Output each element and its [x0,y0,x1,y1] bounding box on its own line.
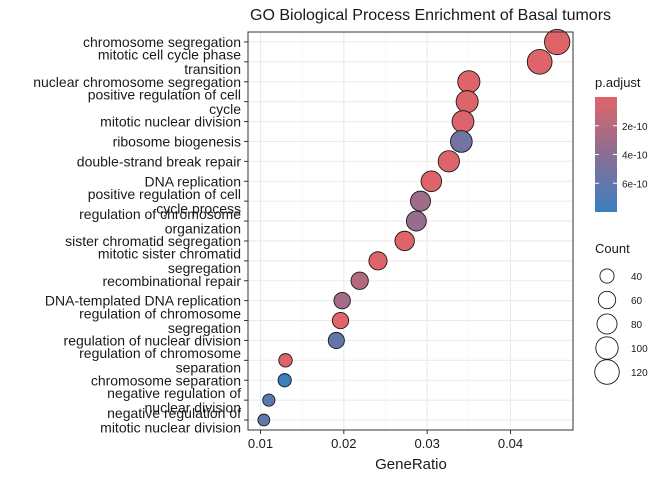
y-tick-label: mitotic nuclear division [100,114,241,130]
data-point [526,49,553,75]
panel-background [248,32,573,430]
y-tick-label: regulation of nuclear division [64,332,241,348]
data-point [450,130,473,153]
data-point [333,291,351,310]
data-point [368,251,388,271]
y-tick-label: positive regulation of cell cycle [88,86,242,117]
panel-border [247,31,574,431]
y-tick-label: sister chromatid segregation [65,233,241,249]
x-axis-ticks: 0.01 0.02 0.03 0.04 [248,430,523,451]
data-point [457,70,481,94]
y-tick-label: regulation of chromosome organization [79,206,241,237]
color-legend: p.adjust 2e-10 4e-10 6e-10 [595,75,648,212]
data-point [278,353,293,368]
size-legend: Count 40 60 80 100 120 [594,241,648,385]
y-tick-label: negative regulation of nuclear division [107,385,241,416]
size-legend-title: Count [595,241,630,256]
y-tick-label: regulation of chromosome separation [79,345,241,376]
x-axis-title: GeneRatio [375,456,447,473]
y-tick-label: chromosome segregation [83,34,241,50]
data-point [331,311,350,330]
size-legend-circle [595,336,619,360]
color-legend-tick-label: 2e-10 [622,122,648,133]
data-point [455,90,479,114]
data-point [394,230,415,252]
y-tick-label: mitotic cell cycle phase transition [98,47,241,78]
color-legend-tick-label: 6e-10 [622,179,648,190]
size-legend-label: 60 [631,296,643,307]
color-legend-title: p.adjust [595,75,641,90]
y-tick-label: regulation of chromosome segregation [79,305,241,336]
y-tick-label: DNA replication [145,173,242,189]
size-legend-label: 40 [631,272,643,283]
size-legend-circle [597,290,617,310]
data-point [405,210,427,232]
plot-panel [248,32,573,430]
data-point [350,271,369,290]
y-tick-label: recombinational repair [102,273,241,289]
y-axis-ticks [244,41,248,421]
y-tick-label: double-strand break repair [77,153,242,169]
y-tick-label: nuclear chromosome segregation [33,74,241,90]
data-point [277,373,292,388]
chart-title: GO Biological Process Enrichment of Basa… [250,7,611,24]
y-tick-label: positive regulation of cell cycle process [88,186,241,217]
color-legend-bar [595,97,617,212]
y-tick-label: negative regulation of mitotic nuclear di… [100,405,241,436]
data-point [410,190,431,212]
color-legend-tick-label: 4e-10 [622,151,648,162]
y-tick-label: mitotic sister chromatid segregation [98,246,241,277]
data-point [327,331,345,349]
y-tick-label: chromosome separation [91,372,241,388]
y-tick-label: ribosome biogenesis [113,133,241,149]
size-legend-circle [599,268,615,284]
x-tick-label: 0.01 [248,436,273,451]
y-tick-label: DNA-templated DNA replication [45,293,241,309]
size-legend-label: 100 [631,344,648,355]
x-tick-label: 0.03 [415,436,440,451]
data-point [451,110,475,133]
data-point [262,393,276,407]
size-legend-circle [596,313,618,335]
x-tick-label: 0.02 [331,436,356,451]
x-tick-label: 0.04 [498,436,523,451]
size-legend-circle [594,359,620,385]
data-point [257,413,271,427]
size-legend-items: 40 60 80 100 120 [594,268,648,385]
size-legend-label: 80 [631,320,643,331]
data-point [544,28,571,56]
color-legend-ticks: 2e-10 4e-10 6e-10 [595,122,648,190]
data-point [420,170,443,192]
data-points [257,28,571,427]
size-legend-label: 120 [631,368,648,379]
data-point [437,150,460,173]
